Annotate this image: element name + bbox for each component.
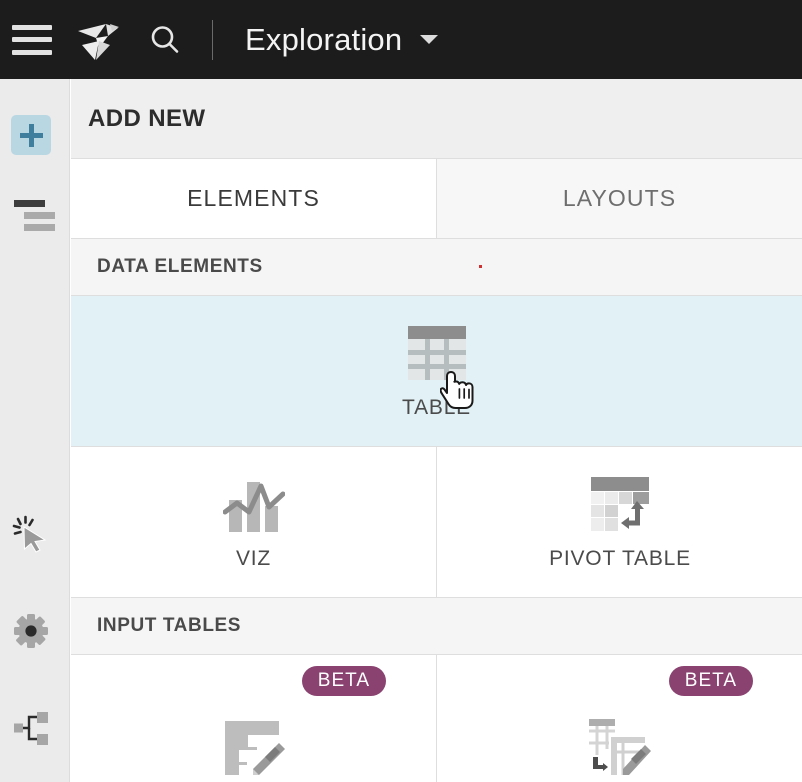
card-table[interactable]: TABLE	[71, 296, 802, 447]
status-badge-beta: BETA	[668, 666, 753, 696]
click-cursor-icon	[12, 515, 47, 553]
tab-elements-label: ELEMENTS	[187, 185, 320, 211]
sidebar-item-interactions[interactable]	[11, 514, 51, 554]
section-title: INPUT TABLES	[97, 615, 242, 636]
hamburger-menu-icon[interactable]	[12, 24, 52, 55]
panel-header: ADD NEW	[71, 79, 802, 159]
list-outline-icon-bar	[24, 224, 55, 231]
section-header-data-elements: DATA ELEMENTS	[71, 239, 802, 296]
sidebar-item-add-new[interactable]	[11, 115, 51, 155]
add-new-panel: ADD NEW ELEMENTS LAYOUTS DATA ELEMENTS	[71, 79, 802, 782]
header-divider	[212, 19, 213, 60]
card-input-pivot-table[interactable]: BETA	[437, 655, 802, 782]
origami-bird-logo[interactable]	[72, 14, 124, 66]
card-pivot-table-label: PIVOT TABLE	[549, 547, 691, 570]
card-row: VIZ	[71, 447, 802, 598]
section-header-input-tables: INPUT TABLES	[71, 598, 802, 655]
gear-icon	[14, 614, 48, 648]
left-sidebar-rail	[0, 79, 70, 782]
sitemap-icon	[14, 712, 48, 745]
tab-elements[interactable]: ELEMENTS	[71, 159, 437, 238]
card-row: BETA	[71, 655, 802, 782]
hamburger-bar	[12, 37, 52, 42]
status-badge-beta: BETA	[301, 666, 386, 696]
page-title: Exploration	[245, 22, 403, 57]
tab-layouts-label: LAYOUTS	[562, 185, 677, 211]
pivot-table-icon	[591, 473, 649, 535]
panel-title: ADD NEW	[88, 104, 206, 132]
search-icon[interactable]	[142, 17, 188, 63]
card-row: TABLE	[71, 296, 802, 447]
list-outline-icon-bar	[14, 200, 45, 207]
card-viz-label: VIZ	[235, 547, 272, 570]
workspace-title-dropdown[interactable]: Exploration	[245, 22, 439, 57]
section-title: DATA ELEMENTS	[97, 256, 263, 277]
input-pivot-pencil-icon	[589, 716, 651, 778]
sidebar-item-settings[interactable]	[11, 611, 51, 651]
hamburger-bar	[12, 49, 52, 55]
card-pivot-table[interactable]: PIVOT TABLE	[437, 447, 802, 598]
bar-line-chart-icon	[222, 473, 285, 535]
status-indicator-dot	[479, 265, 482, 268]
list-outline-icon-bar	[24, 212, 55, 219]
sidebar-item-hierarchy[interactable]	[11, 708, 51, 748]
panel-tabs: ELEMENTS LAYOUTS	[71, 159, 802, 239]
plus-icon-horizontal	[19, 132, 43, 138]
card-table-label: TABLE	[402, 396, 471, 419]
card-viz[interactable]: VIZ	[71, 447, 437, 598]
table-grid-icon	[407, 322, 466, 384]
tab-layouts[interactable]: LAYOUTS	[437, 159, 802, 238]
input-table-pencil-icon	[223, 716, 285, 778]
chevron-down-icon[interactable]	[420, 35, 439, 44]
top-header-bar: Exploration	[0, 0, 802, 79]
sidebar-item-outline-list[interactable]	[11, 194, 55, 234]
card-input-table[interactable]: BETA	[71, 655, 437, 782]
hamburger-bar	[12, 24, 52, 30]
